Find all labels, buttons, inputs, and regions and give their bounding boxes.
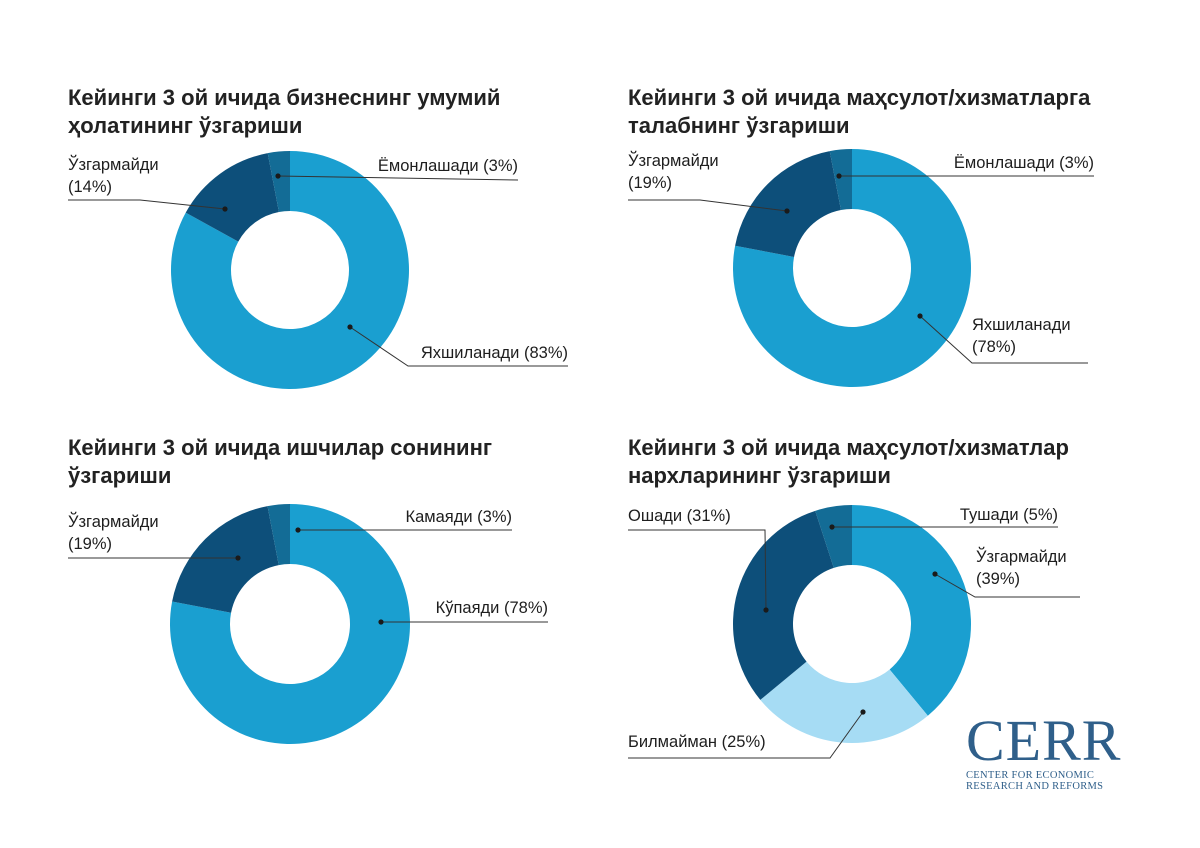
chart-4-slice-1-label-line-2: (39%): [976, 570, 1020, 588]
donut-chart-2: Яхшиланади (78%) Ўзгармайди (19%) Ёмонлашади…: [628, 149, 1094, 387]
cerr-logo: CERR CENTER FOR ECONOMIC RESEARCH AND RE…: [966, 708, 1156, 793]
chart-2-title-line-1: Кейинги 3 ой ичида маҳсулот/хизматларга: [628, 85, 1091, 110]
chart-1-leader-line-3: [277, 175, 519, 181]
chart-4-leader-line-2: [628, 711, 864, 759]
chart-3-slice-3: [267, 504, 290, 566]
chart-1-title: Кейинги 3 ой ичида бизнеснинг умумий ҳол…: [68, 84, 500, 140]
chart-1-title-line-1: Кейинги 3 ой ичида бизнеснинг умумий: [68, 85, 501, 110]
chart-3-leader-dot-1: [378, 619, 384, 625]
chart-3-slice-2-label-line-2: (19%): [68, 535, 112, 553]
chart-3-slice-2-label-line-1: Ўзгармайди: [68, 511, 159, 531]
chart-3-leader-dot-3: [295, 527, 301, 533]
chart-3-title: Кейинги 3 ой ичида ишчилар сонининг ўзга…: [68, 434, 492, 490]
chart-2-slice-1-label-line-1: Яхшиланади: [972, 316, 1071, 334]
chart-1-leader-line-2: [68, 199, 226, 210]
donut-chart-1: Яхшиланади (83%) Ўзгармайди (14%) Ёмонлашад…: [68, 151, 568, 390]
chart-4-slice-1: [852, 505, 972, 716]
chart-3-slice-2: [172, 506, 279, 613]
chart-1-slice-3-label-line-1: Ёмонлашади (3%): [378, 157, 518, 175]
chart-3-slice-1: [169, 504, 410, 744]
chart-4-slice-2-label-line-1: Билмайман (25%): [628, 733, 766, 751]
logo-subtitle-line-2: RESEARCH AND REFORMS: [966, 781, 1104, 792]
chart-1-leader-dot-2: [222, 206, 228, 212]
chart-4-slice-1-label-line-1: Ўзгармайди: [976, 546, 1067, 566]
chart-4-leader-dot-4: [829, 524, 835, 530]
chart-4-slice-3-label-line-1: Ошади (31%): [628, 507, 731, 525]
chart-2-leader-dot-1: [917, 313, 923, 319]
chart-4-leader-dot-1: [932, 571, 938, 577]
chart-4-slice-2: [760, 661, 928, 744]
chart-2-leader-dot-3: [836, 173, 842, 179]
chart-1-slice-3: [267, 151, 290, 213]
chart-2-slice-2-label-line-2: (19%): [628, 174, 672, 192]
chart-1-leader-dot-3: [275, 173, 281, 179]
chart-1-slice-2-label-line-1: Ўзгармайди: [68, 154, 159, 174]
chart-4-slice-4: [815, 505, 852, 568]
chart-3-slice-1-label-line-1: Кўпаяди (78%): [436, 599, 548, 617]
chart-3-leader-dot-2: [235, 555, 241, 561]
chart-4-title-line-1: Кейинги 3 ой ичида маҳсулот/хизматлар: [628, 435, 1069, 460]
chart-4-leader-line-3: [628, 529, 767, 611]
donut-chart-4: Ўзгармайди (39%) Билмайман (25%) Ошади (31%…: [628, 505, 1080, 759]
chart-3-slice-3-label-line-1: Камаяди (3%): [405, 508, 512, 526]
chart-4-title: Кейинги 3 ой ичида маҳсулот/хизматлар на…: [628, 434, 1069, 490]
chart-2-slice-3: [829, 149, 852, 211]
chart-4-title-line-2: нархларининг ўзгариши: [628, 463, 891, 488]
chart-4-slice-3: [732, 510, 834, 700]
chart-4-leader-line-1: [934, 573, 1080, 598]
chart-2-leader-dot-2: [784, 208, 790, 214]
chart-2-slice-2: [735, 151, 841, 257]
chart-2-slice-2-label-line-1: Ўзгармайди: [628, 150, 719, 170]
chart-2-title-line-2: талабнинг ўзгариши: [628, 113, 850, 138]
chart-1-leader-line-1: [349, 326, 568, 367]
chart-1-slice-1-label-line-1: Яхшиланади (83%): [421, 344, 568, 362]
chart-1-slice-2-label-line-2: (14%): [68, 178, 112, 196]
chart-3-title-line-1: Кейинги 3 ой ичида ишчилар сонининг: [68, 435, 493, 460]
chart-2-leader-line-2: [628, 199, 788, 212]
chart-2-title: Кейинги 3 ой ичида маҳсулот/хизматларга …: [628, 84, 1090, 140]
chart-2-slice-3-label-line-1: Ёмонлашади (3%): [954, 154, 1094, 172]
donut-chart-3: Кўпаяди (78%) Ўзгармайди (19%) Камаяди (3%): [68, 504, 548, 744]
chart-1-leader-dot-1: [347, 324, 353, 330]
chart-2-slice-1-label-line-2: (78%): [972, 338, 1016, 356]
chart-2-leader-line-1: [919, 315, 1088, 364]
chart-1-slice-2: [185, 153, 279, 242]
logo-subtitle-line-1: CENTER FOR ECONOMIC: [966, 770, 1095, 781]
chart-4-leader-dot-3: [763, 607, 769, 613]
chart-4-leader-dot-2: [860, 709, 866, 715]
chart-4-slice-4-label-line-1: Тушади (5%): [960, 506, 1058, 524]
chart-3-title-line-2: ўзгариши: [68, 463, 172, 488]
chart-1-title-line-2: ҳолатининг ўзгариши: [68, 113, 303, 138]
logo-wordmark: CERR: [966, 708, 1122, 773]
chart-2-slice-1: [732, 149, 972, 387]
